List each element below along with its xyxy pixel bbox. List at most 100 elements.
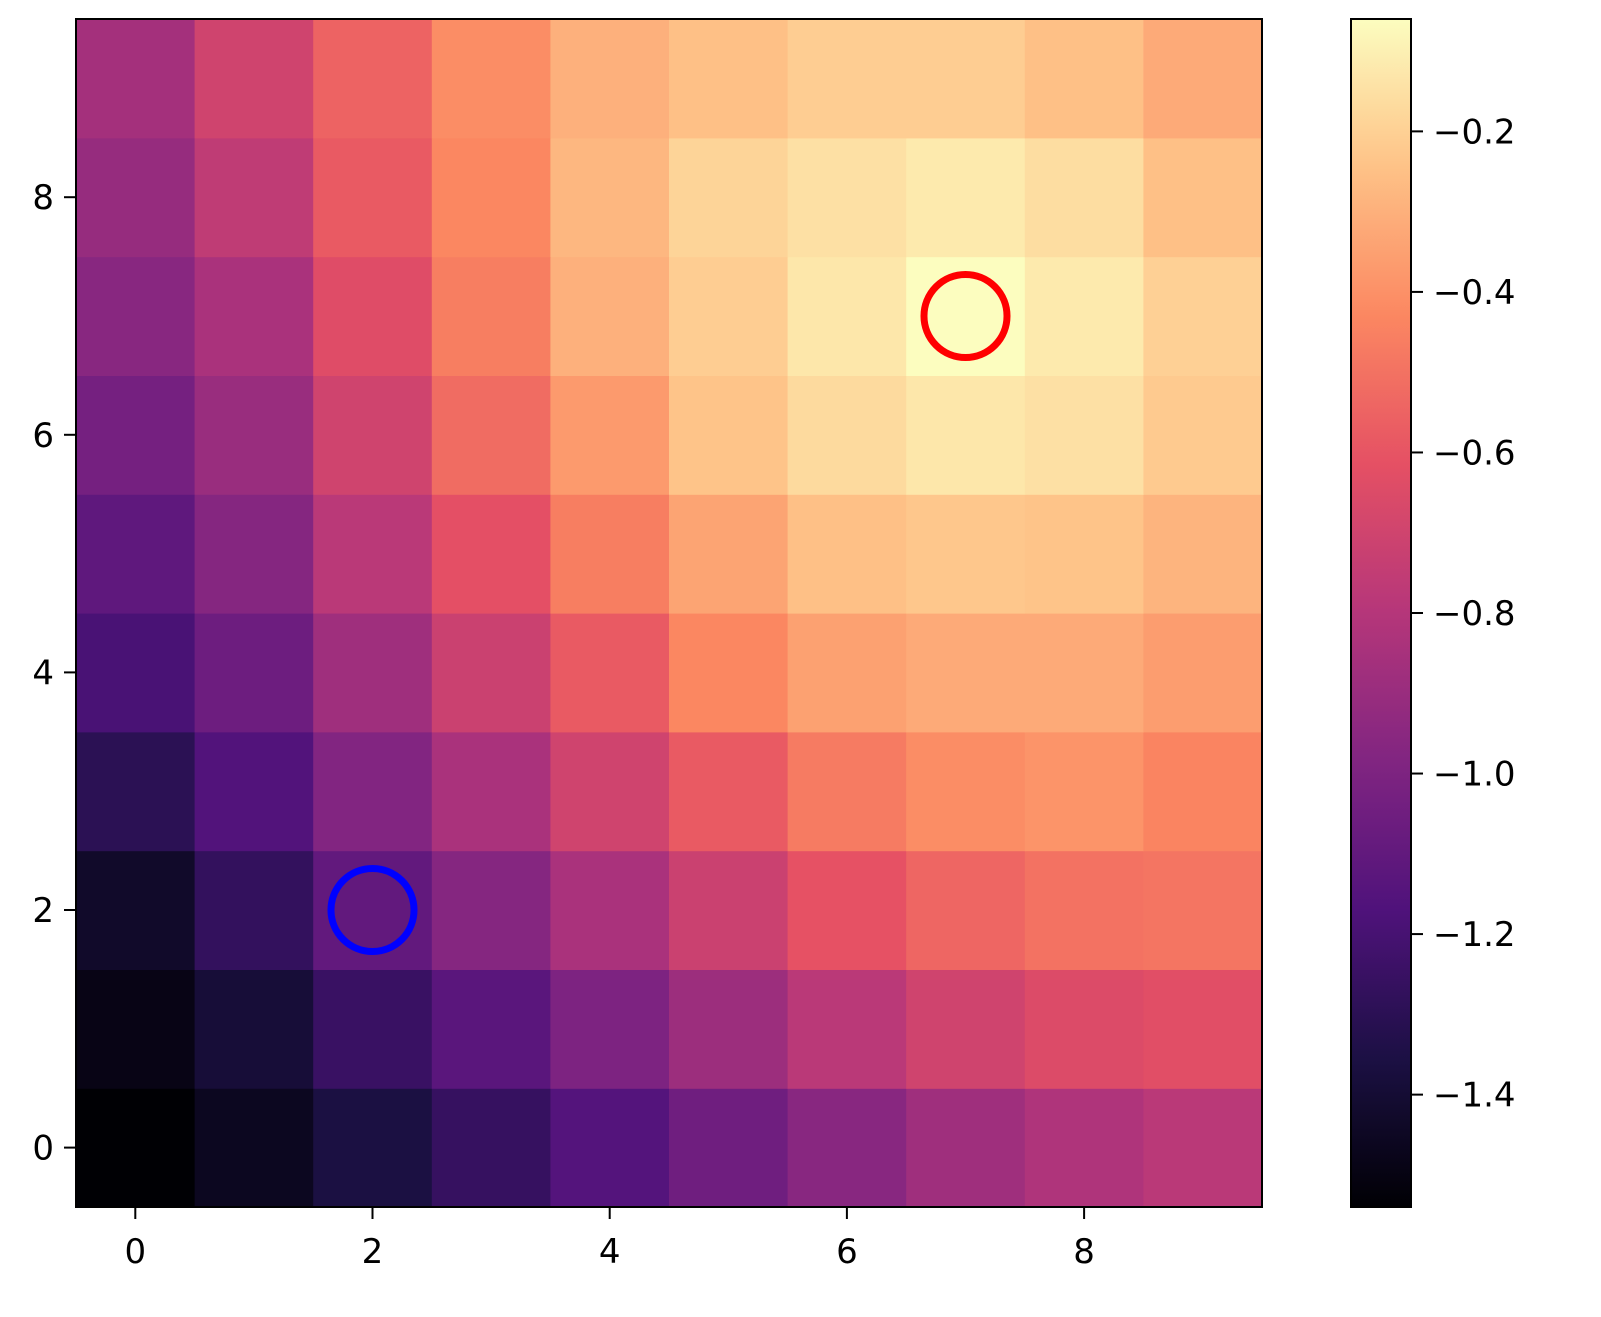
- x-tick-label: 8: [1073, 1232, 1095, 1272]
- heatmap-cell: [1143, 731, 1263, 852]
- heatmap-cell: [550, 19, 670, 139]
- heatmap-cell: [550, 613, 670, 733]
- heatmap-cell: [76, 137, 196, 258]
- heatmap-cell: [431, 850, 551, 970]
- colorbar-tick-label: −0.6: [1433, 433, 1516, 473]
- heatmap-cell: [1143, 375, 1263, 495]
- highlight-marker: [920, 270, 1011, 362]
- heatmap-cell: [431, 494, 551, 614]
- y-tick-label: 6: [32, 416, 54, 456]
- heatmap-cell: [550, 969, 670, 1089]
- heatmap-cell: [787, 19, 907, 139]
- heatmap-cell: [669, 494, 789, 614]
- x-axis: 0 2 4 6 8: [124, 1207, 1095, 1272]
- heatmap-cell: [1024, 969, 1144, 1089]
- highlight-marker: [327, 864, 418, 956]
- heatmap-cell: [550, 256, 670, 376]
- colorbar-tick-label: −0.4: [1433, 273, 1516, 313]
- heatmap-cell: [1143, 494, 1263, 614]
- colorbar: [1350, 18, 1412, 1208]
- heatmap-cell: [906, 969, 1026, 1089]
- heatmap-cell: [1024, 137, 1144, 258]
- heatmap-cell: [1024, 19, 1144, 139]
- heatmap-cell: [906, 1088, 1026, 1208]
- heatmap-cell: [906, 137, 1026, 258]
- heatmap-cell: [431, 256, 551, 376]
- heatmap-cell: [313, 375, 433, 495]
- heatmap-cell: [194, 19, 314, 139]
- heatmap-cell: [431, 731, 551, 852]
- heatmap-cell: [1143, 613, 1263, 733]
- heatmap-cell: [906, 19, 1026, 139]
- heatmap-cell: [669, 256, 789, 376]
- heatmap-cell: [906, 375, 1026, 495]
- heatmap-cell: [1024, 731, 1144, 852]
- heatmap-cell: [431, 137, 551, 258]
- y-tick-label: 8: [32, 178, 54, 218]
- heatmap-cell: [431, 19, 551, 139]
- heatmap-cell: [669, 137, 789, 258]
- heatmap-cell: [431, 1088, 551, 1208]
- heatmap-cell: [76, 850, 196, 970]
- x-tick-label: 0: [124, 1232, 146, 1272]
- x-tick-label: 2: [362, 1232, 384, 1272]
- heatmap-cell: [76, 969, 196, 1089]
- heatmap-cell: [550, 731, 670, 852]
- heatmap-cell: [194, 494, 314, 614]
- plot-frame: [75, 18, 1263, 1208]
- heatmap-cell: [194, 256, 314, 376]
- heatmap-cell: [669, 850, 789, 970]
- heatmap-cell: [787, 137, 907, 258]
- colorbar-tick-label: −0.2: [1433, 112, 1516, 152]
- heatmap-cell: [1024, 850, 1144, 970]
- highlight-markers: [327, 270, 1011, 956]
- heatmap-cell: [194, 731, 314, 852]
- heatmap-cell: [194, 969, 314, 1089]
- heatmap-cell: [1024, 494, 1144, 614]
- colorbar-tick-label: −1.0: [1433, 755, 1516, 795]
- heatmap-cell: [1143, 19, 1263, 139]
- heatmap-cell: [906, 850, 1026, 970]
- heatmap-cell: [669, 969, 789, 1089]
- heatmap-cell: [1143, 137, 1263, 258]
- heatmap-cell: [787, 850, 907, 970]
- heatmap-cell: [787, 613, 907, 733]
- heatmap-cell: [787, 969, 907, 1089]
- heatmap-cell: [313, 613, 433, 733]
- heatmap-cell: [787, 494, 907, 614]
- heatmap-cell: [906, 494, 1026, 614]
- heatmap-cell: [669, 731, 789, 852]
- x-tick-label: 6: [836, 1232, 858, 1272]
- heatmap-cell: [194, 850, 314, 970]
- heatmap-cell: [76, 1088, 196, 1208]
- heatmap-cell: [194, 1088, 314, 1208]
- heatmap-cell: [669, 375, 789, 495]
- heatmap-cell: [76, 494, 196, 614]
- y-tick-label: 4: [32, 653, 54, 693]
- heatmap-cell: [669, 19, 789, 139]
- colorbar-axis: −1.4 −1.2 −1.0 −0.8 −0.6 −0.4 −0.2: [1411, 112, 1516, 1116]
- heatmap-cell: [76, 19, 196, 139]
- heatmap-cell: [76, 613, 196, 733]
- colorbar-tick-label: −1.2: [1433, 915, 1516, 955]
- heatmap-cell: [1024, 1088, 1144, 1208]
- heatmap-cell: [550, 1088, 670, 1208]
- heatmap-cell: [313, 731, 433, 852]
- heatmap-cell: [906, 731, 1026, 852]
- heatmap-cell: [787, 1088, 907, 1208]
- colorbar-tick-label: −1.4: [1433, 1076, 1516, 1116]
- heatmap-cell: [313, 969, 433, 1089]
- heatmap-cell: [550, 494, 670, 614]
- heatmap-cell: [313, 137, 433, 258]
- heatmap-cell: [1143, 850, 1263, 970]
- heatmap-cell: [431, 969, 551, 1089]
- colorbar-tick-label: −0.8: [1433, 594, 1516, 634]
- heatmap-cell: [1024, 375, 1144, 495]
- heatmap-cell: [906, 613, 1026, 733]
- heatmap-cell: [787, 256, 907, 376]
- heatmap-cells: [76, 19, 1263, 1208]
- heatmap-cell: [550, 375, 670, 495]
- x-tick-label: 4: [599, 1232, 621, 1272]
- y-tick-label: 0: [32, 1129, 54, 1169]
